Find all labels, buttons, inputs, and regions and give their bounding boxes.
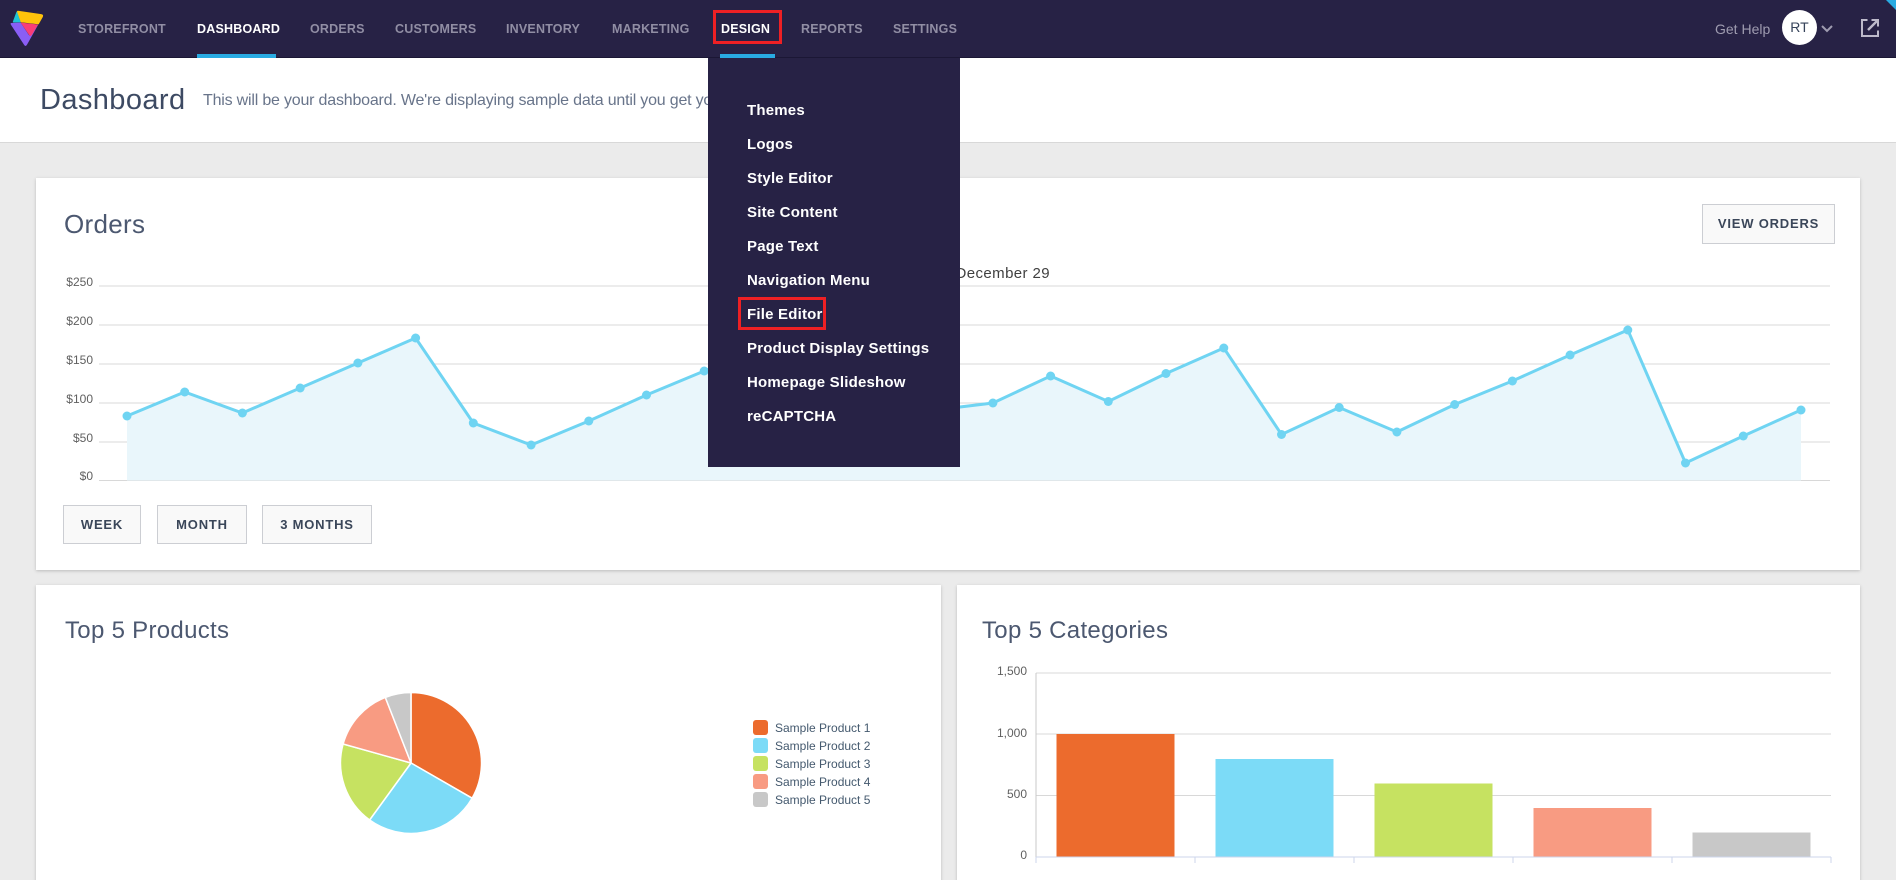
svg-text:$200: $200 (66, 314, 93, 328)
svg-text:1,500: 1,500 (997, 664, 1027, 678)
svg-text:$0: $0 (80, 469, 94, 483)
svg-text:$150: $150 (66, 353, 93, 367)
svg-text:$250: $250 (66, 275, 93, 289)
svg-text:$100: $100 (66, 392, 93, 406)
svg-text:500: 500 (1007, 787, 1027, 801)
svg-text:$50: $50 (73, 431, 93, 445)
svg-text:0: 0 (1020, 848, 1027, 862)
svg-text:1,000: 1,000 (997, 726, 1027, 740)
